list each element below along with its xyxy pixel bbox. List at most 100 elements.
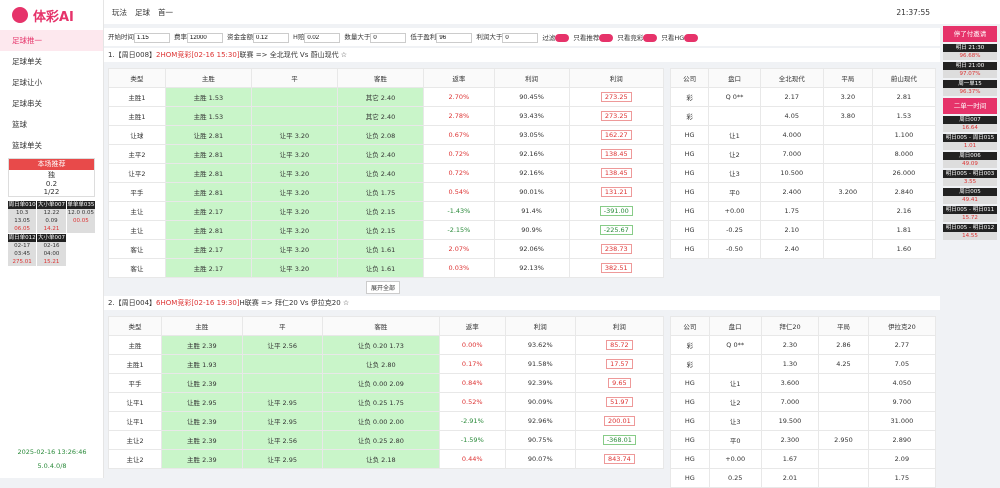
card-title: 单单单035 — [66, 201, 95, 209]
bookmaker-cell: HG — [669, 239, 710, 259]
profit-cell: 85.72 — [574, 335, 665, 355]
profit-button[interactable]: -225.67 — [599, 225, 633, 235]
breadcrumb[interactable]: 玩法 — [112, 7, 127, 17]
menu-item[interactable]: 篮球单关 — [12, 141, 42, 150]
bookmaker-row: HG 平0 2.400 3.200 2.840 — [669, 182, 937, 202]
profit-button[interactable]: 9.65 — [608, 378, 631, 388]
bookmaker-cell: HG — [669, 201, 710, 221]
odds-cell: 0.54% — [423, 182, 495, 202]
card-title: 明日005 - 明日012 — [943, 224, 997, 232]
profit-button[interactable]: 138.45 — [600, 149, 632, 159]
odds-row: 主胜1 主胜 1.53 其它 2.40 2.70% 90.45% 273.25 — [108, 87, 665, 107]
bookmaker-cell — [818, 411, 869, 431]
bookmaker-cell — [708, 106, 761, 126]
action-button[interactable]: 二单一时间 — [943, 98, 997, 114]
odds-cell: 主胜1 — [108, 106, 166, 126]
profit-button[interactable]: 85.72 — [606, 340, 633, 350]
profit-button[interactable]: 51.97 — [606, 397, 633, 407]
filter-input[interactable] — [370, 33, 407, 43]
filter: 低于盈利 — [410, 31, 473, 43]
filter-input[interactable] — [134, 33, 170, 43]
match-header: 2.【周日004】6HOM竞彩[02-16 19:30]H联赛 => 拜仁20 … — [104, 296, 940, 310]
profit-button[interactable]: -368.01 — [602, 435, 636, 445]
odds-cell: 让负 2.80 — [321, 354, 440, 374]
menu-item[interactable]: 足球串关 — [12, 99, 42, 108]
odds-cell: 0.67% — [423, 125, 495, 145]
card-title: 大小单007 — [37, 234, 66, 242]
bookmaker-cell: 彩 — [670, 354, 710, 374]
bookmaker-cell: HG — [670, 411, 710, 431]
breadcrumb[interactable]: 首一 — [158, 7, 173, 17]
profit-button[interactable]: 200.01 — [603, 416, 635, 426]
bookmaker-cell: 2.890 — [867, 430, 937, 450]
odds-cell: 主胜1 — [107, 354, 163, 374]
odds-cell: 让平 3.20 — [250, 220, 338, 240]
bookmaker-cell — [822, 144, 873, 164]
bookmaker-row: 彩 4.05 3.80 1.53 — [669, 106, 937, 126]
action-button[interactable]: 停了付邀请 — [943, 26, 997, 42]
filter-input[interactable] — [304, 33, 341, 43]
filter-input[interactable] — [253, 33, 289, 43]
profit-button[interactable]: 382.51 — [600, 263, 632, 273]
filter: 数量大于 — [344, 31, 407, 43]
filter-input[interactable] — [187, 33, 223, 43]
odds-cell: -2.91% — [438, 411, 506, 431]
panel-line: 0.2 — [45, 180, 58, 188]
odds-cell: 0.17% — [438, 354, 506, 374]
filter-input[interactable] — [502, 33, 539, 43]
profit-button[interactable]: -391.00 — [599, 206, 633, 216]
card: 单单单035 12.0 0.05 00.05 — [66, 201, 95, 233]
bookmaker-cell — [708, 354, 762, 374]
right-panel: 停了付邀请 明日 21:30 96.68% 明日 21:00 97.07% 周一单15 96… — [940, 24, 1000, 478]
bookmaker-cell: -0.25 — [708, 220, 761, 240]
odds-cell: 让负 2.40 — [336, 144, 425, 164]
profit-button[interactable]: 17.57 — [606, 359, 633, 369]
profit-cell: 382.51 — [568, 258, 665, 278]
bookmaker-row: HG 让1 4.000 1.100 — [669, 125, 937, 145]
breadcrumb[interactable]: 足球 — [135, 7, 150, 17]
menu-item[interactable]: 篮球 — [12, 120, 27, 129]
card-line: 00.05 — [72, 218, 89, 224]
odds-row: 主胜 主胜 2.39 让平 2.56 让负 0.20 1.73 0.00% 93.62% 8… — [107, 335, 665, 355]
bookmaker-cell: 7.05 — [867, 354, 937, 374]
column-header: 平局 — [818, 316, 869, 336]
bookmaker-cell: 4.25 — [818, 354, 869, 374]
bookmaker-cell: +0.00 — [708, 449, 762, 469]
toggle-switch[interactable] — [643, 34, 658, 42]
menu-item[interactable]: 足球单关 — [12, 57, 42, 66]
profit-button[interactable]: 273.25 — [600, 111, 632, 121]
profit-cell: -391.00 — [568, 201, 665, 221]
odds-cell: 主让 — [108, 220, 166, 240]
profit-button[interactable]: 131.21 — [600, 187, 632, 197]
odds-row: 平手 让胜 2.39 让负 0.00 2.09 0.84% 92.39% 9.65 — [107, 373, 665, 393]
filter-input[interactable] — [436, 33, 473, 43]
bookmaker-cell — [822, 163, 873, 183]
bookmaker-row: HG +0.00 1.75 2.16 — [669, 201, 937, 221]
odds-cell: 让胜 2.39 — [161, 373, 243, 393]
bookmaker-cell: 2.40 — [759, 239, 824, 259]
bookmaker-cell: 4.050 — [867, 373, 937, 393]
profit-button[interactable]: 162.27 — [600, 130, 632, 140]
profit-button[interactable]: 843.74 — [603, 454, 635, 464]
odds-row: 主胜1 主胜 1.93 让负 2.80 0.17% 91.58% 17.57 — [107, 354, 665, 374]
column-header: 类型 — [107, 316, 163, 336]
card-line: 15.72 — [962, 215, 978, 221]
odds-cell: 让负 0.25 2.80 — [321, 430, 440, 450]
odds-cell: 92.13% — [493, 258, 570, 278]
toggle-switch[interactable] — [684, 34, 699, 42]
menu-item[interactable]: 足球推一 — [0, 30, 103, 51]
card-title: 大小单007 — [37, 201, 66, 209]
profit-cell: 51.97 — [574, 392, 665, 412]
menu-item[interactable]: 足球让小 — [12, 78, 42, 87]
card-line: 49.41 — [962, 197, 978, 203]
profit-button[interactable]: 138.45 — [600, 168, 632, 178]
more-button[interactable]: 展开全部 — [366, 281, 401, 294]
profit-button[interactable]: 238.73 — [600, 244, 632, 254]
column-header: 伊拉克20 — [867, 316, 937, 336]
odds-cell: 让平 3.20 — [250, 258, 338, 278]
toggle-switch[interactable] — [555, 34, 570, 42]
odds-cell: 93.43% — [493, 106, 570, 126]
profit-button[interactable]: 273.25 — [600, 92, 632, 102]
toggle-switch[interactable] — [599, 34, 614, 42]
